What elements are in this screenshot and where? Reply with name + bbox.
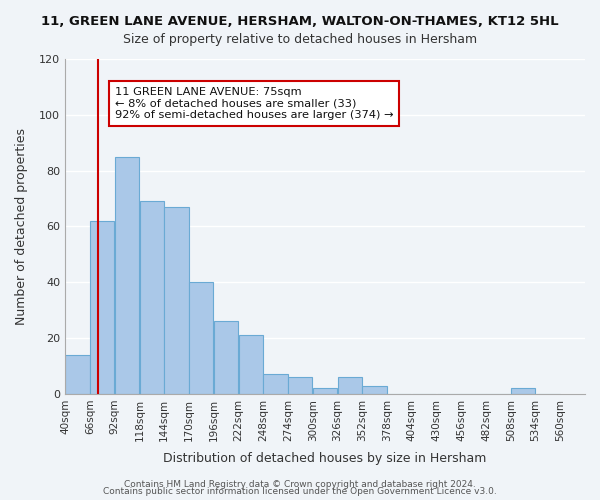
Bar (115, 156, 139, 394)
Text: 11 GREEN LANE AVENUE: 75sqm
← 8% of detached houses are smaller (33)
92% of semi: 11 GREEN LANE AVENUE: 75sqm ← 8% of deta… (115, 87, 393, 120)
Bar (239, 336, 263, 394)
Text: Size of property relative to detached houses in Hersham: Size of property relative to detached ho… (123, 32, 477, 46)
Bar (263, 374, 287, 394)
Text: 11, GREEN LANE AVENUE, HERSHAM, WALTON-ON-THAMES, KT12 5HL: 11, GREEN LANE AVENUE, HERSHAM, WALTON-O… (41, 15, 559, 28)
Y-axis label: Number of detached properties: Number of detached properties (15, 128, 28, 325)
Bar (189, 282, 214, 394)
Bar (362, 386, 387, 394)
Bar (214, 322, 238, 394)
X-axis label: Distribution of detached houses by size in Hersham: Distribution of detached houses by size … (163, 452, 487, 465)
Bar (164, 207, 188, 394)
Text: Contains public sector information licensed under the Open Government Licence v3: Contains public sector information licen… (103, 488, 497, 496)
Bar (140, 202, 164, 394)
Bar (313, 388, 337, 394)
Bar (65, 355, 89, 394)
Text: Contains HM Land Registry data © Crown copyright and database right 2024.: Contains HM Land Registry data © Crown c… (124, 480, 476, 489)
Bar (511, 388, 535, 394)
Bar (338, 377, 362, 394)
Bar (288, 377, 313, 394)
Bar (90, 221, 115, 394)
